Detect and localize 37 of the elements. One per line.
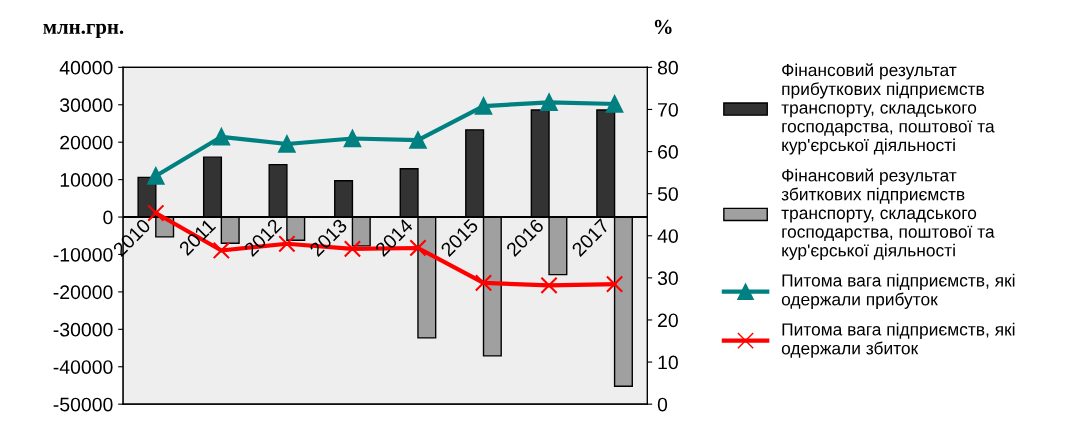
y-tick-label: 30000: [60, 98, 113, 113]
point: [605, 95, 624, 113]
y2-tick-label: 30: [657, 271, 678, 286]
y2-tick-label: 70: [658, 102, 678, 117]
y2-axis-title: %: [654, 19, 672, 34]
y2-tick-label: 80: [657, 60, 678, 75]
legend-label: Фінансовий результат збиткових підприємств транспорту, складського господарства, поштової та кур'єрської діяльності: [781, 168, 995, 260]
y-tick-label: 40000: [59, 60, 113, 75]
point: [474, 274, 493, 292]
y-tick-label: -30000: [53, 322, 113, 337]
y2-tick-label: 10: [658, 355, 678, 370]
y-tick-label: 10000: [60, 173, 113, 187]
point: [605, 275, 624, 293]
y2-tick-label: 60: [658, 145, 678, 159]
y2-tick-label: 0: [657, 397, 668, 412]
y2-tick-label: 20: [658, 313, 678, 328]
legend-label: Питома вага підприємств, які одержали прибуток: [781, 273, 1015, 309]
point: [147, 167, 165, 185]
y-tick-label: 20000: [60, 135, 113, 150]
point: [278, 135, 296, 153]
y-tick-label: 0: [103, 210, 113, 225]
y2-tick-label: 40: [657, 229, 678, 243]
point: [409, 131, 427, 149]
legend-label: Фінансовий результат прибуткових підприємств транспорту, складського господарства, поштової та кур'єрської діяльності: [781, 63, 995, 155]
y-tick-label: -20000: [53, 285, 113, 300]
point: [540, 276, 558, 295]
y-tick-label: -10000: [53, 247, 113, 262]
point: [147, 204, 165, 222]
y-tick-label: -40000: [53, 360, 113, 374]
y2-tick-label: 50: [657, 187, 678, 201]
y-axis-title: млн.грн.: [43, 23, 124, 39]
point: [212, 128, 231, 146]
point: [540, 93, 558, 111]
point: [474, 97, 493, 115]
legend-label: Питома вага підприємств, які одержали збиток: [781, 322, 1015, 358]
point: [343, 129, 362, 148]
y-tick-label: -50000: [53, 397, 113, 412]
